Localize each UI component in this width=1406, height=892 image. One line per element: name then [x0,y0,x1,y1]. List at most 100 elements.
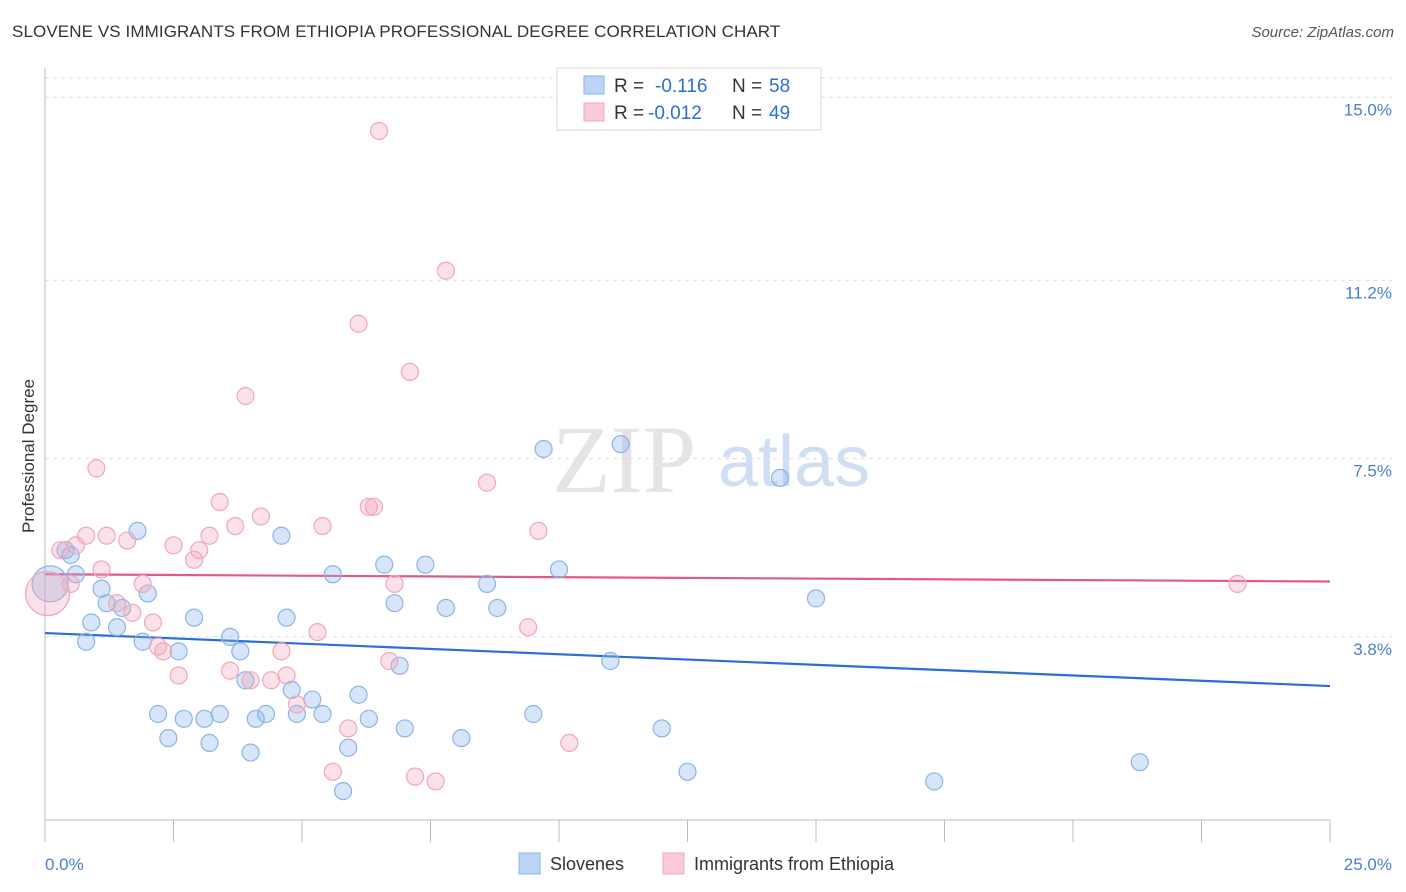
slovenes-point [241,743,260,762]
ethiopia-trend-line [44,573,1331,583]
slovenes-point [159,728,178,748]
legend-swatch-ethiopia [662,852,685,875]
slovenes-point [1130,753,1149,772]
grid-lines [45,77,1392,638]
ethiopia-point [226,516,245,536]
slovenes-point [925,772,944,791]
slovenes-point [611,435,630,454]
slovenes-r-value: -0.116 [655,76,707,97]
slovenes-point [256,704,276,724]
ethiopia-point [519,618,538,637]
ethiopia-point [123,603,142,622]
slovenes-point [488,598,507,618]
ethiopia-point [164,536,183,555]
ethiopia-point [92,560,111,579]
slovenes-point [534,439,553,459]
watermark-zip: ZIP [552,406,696,513]
ethiopia-point [190,541,209,560]
ethiopia-point [262,671,281,690]
ethiopia-point [51,541,70,560]
ethiopia-point [405,767,425,786]
ethiopia-point [97,526,116,545]
slovenes-point [220,627,240,647]
slovenes-point [436,598,456,618]
slovenes-point [416,555,435,574]
ethiopia-point [210,492,229,512]
ethiopia-point [1228,574,1247,594]
ethiopia-point [339,719,358,738]
legend-label-slovenes: Slovenes [550,854,624,874]
ethiopia-point [77,526,96,545]
slovenes-point [452,728,471,748]
slovenes-point [323,565,342,584]
slovenes-point [390,656,409,675]
ethiopia-point [184,550,204,569]
ethiopia-point [359,497,378,516]
data-points [24,121,1247,801]
ethiopia-point [133,574,152,594]
slovenes-point [174,709,193,728]
slovenes-point [282,680,301,700]
ethiopia-point [87,459,106,478]
ethiopia-point [143,613,163,632]
ethiopia-r-label: R = [614,103,644,124]
slovenes-point [524,704,543,724]
stats-legend: R = -0.116 N = 58 R = -0.012 N = 49 [556,67,822,131]
slovenes-point [272,526,291,545]
ethiopia-point [169,666,188,685]
slovenes-point [56,541,75,560]
slovenes-point [303,690,322,709]
slovenes-point [61,545,80,565]
slovenes-point [334,781,353,801]
slovenes-point [359,709,378,728]
ethiopia-point [251,507,270,526]
ethiopia-point [200,526,219,545]
ethiopia-point [323,762,342,781]
y-axis-label: Professional Degree [19,379,38,533]
ethiopia-point [426,772,445,791]
slovenes-point [210,704,229,724]
ethiopia-point [560,733,579,753]
axes [44,68,1331,842]
slovenes-point [169,642,188,661]
ethiopia-point [400,362,420,382]
slovenes-r-label: R = [614,76,644,97]
slovenes-point [66,565,85,584]
ethiopia-point [529,521,548,541]
ethiopia-point [272,642,291,661]
slovenes-point [385,594,404,613]
slovenes-point [92,579,111,598]
ethiopia-point [24,570,71,617]
slovenes-n-value: 58 [769,76,790,97]
slovenes-point [287,704,306,724]
slovenes-point [349,685,368,704]
slovenes-point [82,613,101,632]
chart-title: SLOVENE VS IMMIGRANTS FROM ETHIOPIA PROF… [12,22,781,41]
ethiopia-point [385,574,404,594]
slovenes-point [601,651,620,671]
y-tick-label: 7.5% [1353,462,1392,481]
x-tick-label: 0.0% [45,855,84,874]
slovenes-trend-line [44,631,1331,688]
ethiopia-point [236,386,255,406]
slovenes-point [277,608,296,627]
slovenes-point [184,608,204,627]
ethiopia-point [241,671,260,690]
x-tick-label: 25.0% [1344,855,1392,874]
ethiopia-point [107,594,127,613]
slovenes-point [107,618,127,637]
ethiopia-point [349,314,368,333]
ethiopia-point [477,473,497,492]
slovenes-point [200,733,219,753]
ethiopia-point [436,261,456,280]
ethiopia-point [277,666,296,685]
ethiopia-point [148,637,168,656]
ethiopia-r-value: -0.012 [648,103,702,124]
legend-swatch-slovenes [518,852,541,875]
trend-lines [44,573,1331,688]
y-tick-label: 3.8% [1353,640,1392,659]
ethiopia-point [287,695,306,714]
y-tick-label: 11.2% [1345,283,1392,302]
ethiopia-stat-swatch [583,102,605,122]
ethiopia-point [370,121,389,141]
